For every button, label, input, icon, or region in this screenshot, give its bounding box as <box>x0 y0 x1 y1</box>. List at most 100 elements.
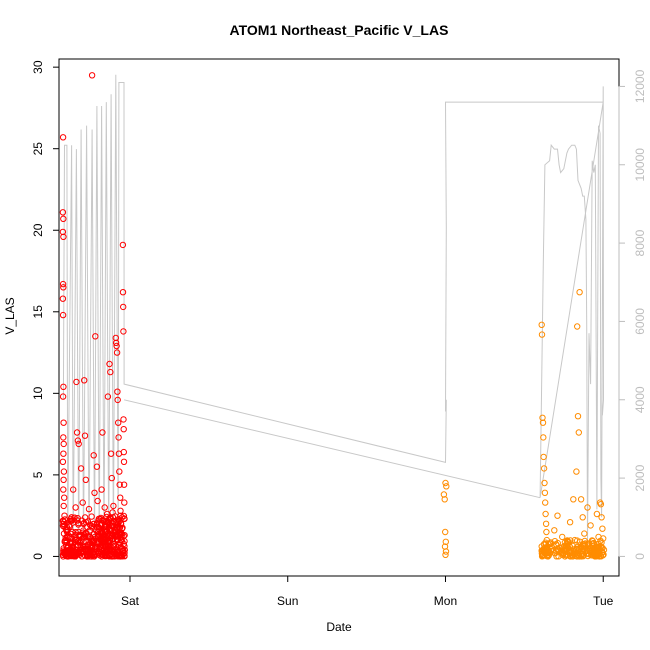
y-tick-label: 20 <box>31 223 45 237</box>
data-point <box>573 551 580 558</box>
data-point <box>120 426 127 433</box>
data-point <box>541 489 549 496</box>
data-point <box>91 553 98 560</box>
axes-layer: 0 5 10 15 20 25 30 0 2000 4000 6000 8000 10000 12000 S… <box>31 60 647 608</box>
data-point <box>564 551 572 558</box>
depth-line-layer <box>62 74 605 549</box>
data-point <box>90 537 98 545</box>
data-point <box>120 448 128 456</box>
data-point <box>62 534 69 541</box>
data-point <box>562 542 569 549</box>
y2-tick-label: 2000 <box>633 464 647 491</box>
data-point <box>542 499 549 506</box>
data-point <box>67 517 75 525</box>
data-point <box>575 429 582 436</box>
data-point <box>120 303 127 311</box>
data-point <box>60 233 67 241</box>
data-point <box>77 543 84 550</box>
data-point <box>69 543 76 550</box>
data-point <box>71 514 78 521</box>
data-point <box>120 458 128 465</box>
data-point <box>574 413 582 420</box>
data-point <box>59 393 67 400</box>
data-point <box>584 504 591 511</box>
data-point <box>107 368 114 376</box>
data-point <box>543 528 550 536</box>
data-point <box>101 521 109 528</box>
data-point <box>60 494 68 501</box>
data-point <box>574 537 581 544</box>
data-point <box>70 486 77 493</box>
data-point <box>442 538 449 545</box>
data-point <box>540 465 548 472</box>
data-point <box>73 429 81 436</box>
data-point <box>113 342 120 350</box>
data-point <box>93 463 101 470</box>
data-point <box>585 541 592 548</box>
chart-title: ATOM1 Northeast_Pacific V_LAS <box>230 22 449 38</box>
data-point <box>118 531 126 539</box>
data-point <box>599 525 606 532</box>
data-point <box>93 523 100 530</box>
data-point <box>577 496 585 503</box>
x-axis-label: Date <box>326 620 352 634</box>
data-point <box>576 546 583 553</box>
data-point <box>559 533 566 541</box>
data-point <box>108 533 116 540</box>
data-point <box>442 551 449 558</box>
data-point <box>539 419 547 426</box>
data-point <box>119 289 127 296</box>
data-point <box>75 440 82 448</box>
data-point <box>112 339 120 346</box>
data-point <box>588 537 596 544</box>
data-point <box>98 486 105 493</box>
y2-tick-label: 10000 <box>633 148 647 182</box>
data-point <box>65 552 72 559</box>
data-point <box>87 548 94 555</box>
data-point <box>121 499 128 506</box>
data-point <box>60 419 67 426</box>
data-point <box>105 516 112 523</box>
data-point <box>579 514 586 521</box>
data-point <box>121 553 128 560</box>
data-point <box>593 510 601 518</box>
data-point <box>540 434 547 441</box>
data-point <box>81 377 88 384</box>
data-point <box>566 519 574 526</box>
y-axis-label: V_LAS <box>3 297 17 334</box>
data-point <box>81 514 89 521</box>
data-point <box>538 331 546 338</box>
data-point <box>96 543 103 550</box>
data-point <box>90 452 97 459</box>
data-point <box>116 468 123 475</box>
data-point <box>542 544 550 551</box>
data-point <box>442 479 449 487</box>
x-tick-label: Sat <box>121 594 140 608</box>
data-point <box>574 547 581 555</box>
data-point <box>76 538 84 546</box>
data-point <box>60 434 67 441</box>
data-point <box>88 513 95 520</box>
data-point <box>589 552 596 559</box>
data-point <box>599 544 606 552</box>
data-point <box>120 540 127 548</box>
y-tick-label: 10 <box>31 386 45 400</box>
y-tick-label: 0 <box>31 553 45 560</box>
data-point <box>539 552 546 559</box>
data-point <box>99 429 106 436</box>
x-tick-label: Mon <box>434 594 457 608</box>
data-point <box>60 502 67 510</box>
data-point <box>442 528 449 536</box>
data-point <box>117 494 124 501</box>
data-point <box>82 476 90 483</box>
data-point <box>81 432 89 439</box>
data-point <box>68 551 75 559</box>
data-point <box>115 419 122 426</box>
data-point <box>554 512 561 519</box>
data-point <box>73 378 80 386</box>
data-point <box>114 537 121 544</box>
data-point <box>542 510 549 518</box>
data-point <box>441 496 448 503</box>
data-point <box>62 542 70 549</box>
